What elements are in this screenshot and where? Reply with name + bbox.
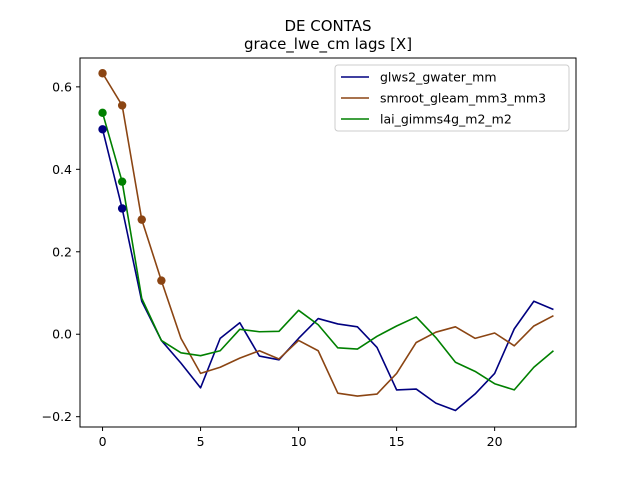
y-tick-label: 0.6 xyxy=(52,79,72,94)
y-tick-label: 0.2 xyxy=(52,244,72,259)
x-tick-label: 20 xyxy=(487,434,503,449)
legend-box xyxy=(334,64,570,132)
legend-label: smroot_gleam_mm3_mm3 xyxy=(380,91,546,106)
data-point-marker xyxy=(117,177,127,186)
data-point-marker xyxy=(137,215,146,224)
x-tick-label: 0 xyxy=(99,434,107,449)
y-tick-label: 0.4 xyxy=(52,162,72,177)
x-tick-label: 5 xyxy=(197,434,205,449)
y-tick-label: 0.0 xyxy=(52,327,72,342)
plot-markers xyxy=(98,69,166,285)
legend: glws2_gwater_mm smroot_gleam_mm3_mm3 lai_g… xyxy=(334,64,570,132)
y-tick-label: −0.2 xyxy=(42,409,72,424)
chart-subtitle: grace_lwe_cm lags [X] xyxy=(244,35,412,54)
series-line-3 xyxy=(101,112,554,391)
series-line-2 xyxy=(101,72,554,397)
plot-frame xyxy=(79,57,577,428)
data-point-marker xyxy=(98,125,107,134)
chart-title: DE CONTAS xyxy=(284,17,371,35)
legend-label: glws2_gwater_mm xyxy=(380,70,497,85)
data-point-marker xyxy=(98,108,107,118)
x-axis: 0 5 10 15 20 xyxy=(99,427,503,449)
y-axis: −0.2 0.0 0.2 0.4 0.6 xyxy=(42,79,80,424)
legend-label: lai_gimms4g_m2_m2 xyxy=(380,112,512,127)
data-point-marker xyxy=(98,69,107,78)
plot-lines xyxy=(101,72,554,412)
data-point-marker xyxy=(117,204,127,213)
data-point-marker xyxy=(117,101,127,110)
series-line-1 xyxy=(101,129,554,412)
x-tick-label: 10 xyxy=(291,434,307,449)
data-point-marker xyxy=(157,276,166,285)
x-tick-label: 15 xyxy=(389,434,405,449)
